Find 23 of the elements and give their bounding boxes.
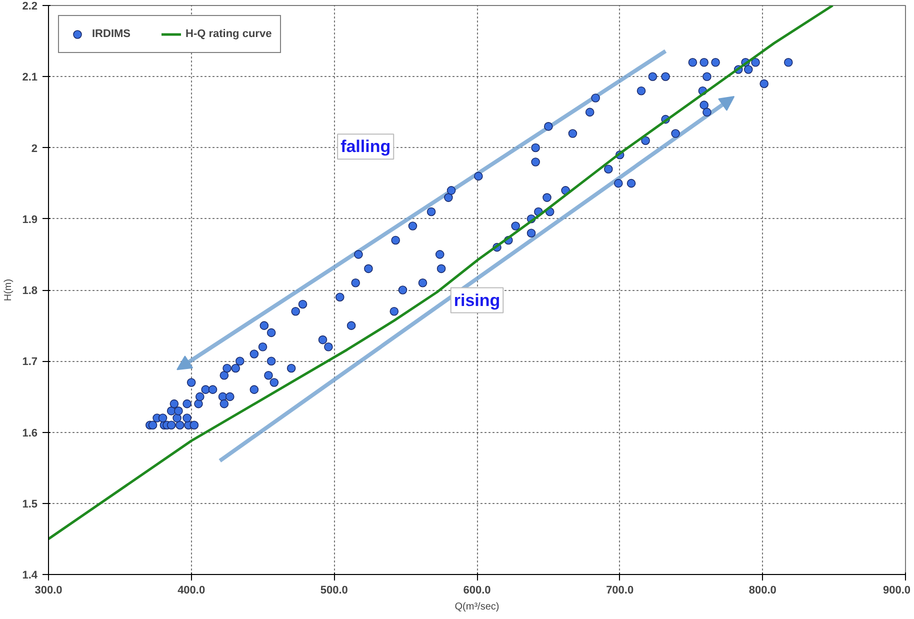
y-tick-label: 1.4 xyxy=(22,570,38,582)
y-axis-title: H(m) xyxy=(3,278,14,302)
x-axis-title: Q(m³/sec) xyxy=(454,602,500,612)
x-tick-label: 800.0 xyxy=(748,584,776,596)
y-tick-label: 1.8 xyxy=(22,285,38,297)
y-tick-label: 2.1 xyxy=(22,72,38,84)
y-tick-label: 1.5 xyxy=(22,498,38,510)
x-tick-label: 500.0 xyxy=(320,584,348,596)
annotation: rising xyxy=(454,290,500,310)
x-tick-label: 400.0 xyxy=(178,584,206,596)
legend-label: IRDIMS xyxy=(92,28,130,40)
x-tick-label: 300.0 xyxy=(34,584,62,596)
x-tick-label: 900.0 xyxy=(882,584,911,596)
x-tick-label: 700.0 xyxy=(606,584,634,596)
y-tick-label: 1.9 xyxy=(22,214,38,226)
legend-label: H-Q rating curve xyxy=(186,28,272,40)
y-tick-label: 2.2 xyxy=(22,0,38,12)
y-tick-label: 1.6 xyxy=(22,427,38,440)
y-tick-label: 1.7 xyxy=(22,356,38,368)
line-series xyxy=(48,6,834,540)
x-tick-label: 600.0 xyxy=(463,584,491,596)
annotation: falling xyxy=(340,137,391,156)
y-tick-label: 2 xyxy=(31,142,38,155)
